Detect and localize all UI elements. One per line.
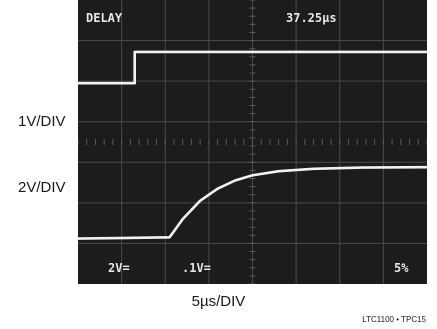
trace-2 [78,165,427,240]
screen-text-channel-1-scale: 2V= [108,261,130,275]
y-scale-label-channel-2: 2V/DIV [18,179,66,196]
scope-traces [78,50,427,240]
x-axis-label: 5µs/DIV [191,293,246,310]
screen-text-delay-value: 37.25µs [286,11,337,25]
figure-code: LTC1100 • TPC15 [362,315,426,324]
scope-plot: DELAY 37.25µs 2V= .1V= 5% [78,0,427,284]
y-scale-label-channel-1: 1V/DIV [18,113,66,130]
screen-text-channel-2-scale: .1V= [182,261,211,275]
scope-grid [78,0,427,284]
screen-text-percent: 5% [394,261,409,275]
trace-1 [78,50,427,85]
oscilloscope-screen: DELAY 37.25µs 2V= .1V= 5% [78,0,427,284]
screen-text-delay: DELAY [86,11,123,25]
